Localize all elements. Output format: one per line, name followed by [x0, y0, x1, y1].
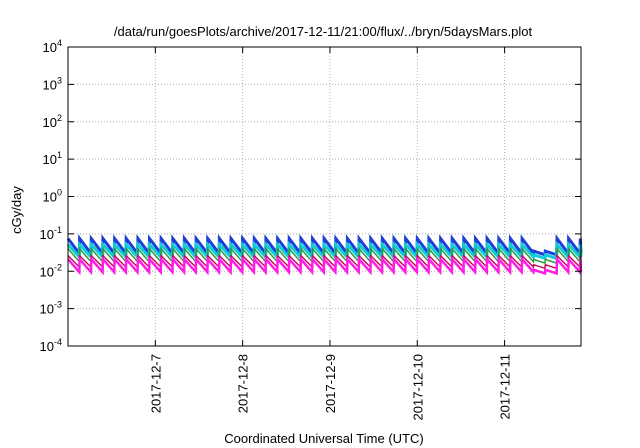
y-tick-label: 10-1: [40, 225, 62, 242]
chart-title: /data/run/goesPlots/archive/2017-12-11/2…: [114, 24, 533, 39]
x-tick-label: 2017-12-11: [498, 354, 513, 420]
y-tick-label: 101: [43, 150, 62, 167]
y-tick-label: 10-3: [40, 300, 62, 317]
plot-frame: [67, 46, 582, 347]
y-tick-label: 102: [43, 113, 62, 130]
y-tick-label: 10-4: [40, 337, 62, 354]
series-line: [67, 255, 583, 276]
series-line: [67, 253, 582, 270]
x-tick-label: 2017-12-7: [148, 354, 163, 413]
x-tick-label: 2017-12-8: [236, 354, 251, 413]
x-tick-label: 2017-12-9: [323, 354, 338, 413]
x-tick-label: 2017-12-10: [410, 354, 425, 421]
series-line: [66, 234, 583, 258]
x-axis-label: Coordinated Universal Time (UTC): [224, 431, 423, 446]
y-tick-label: 10-2: [40, 262, 62, 279]
y-axis: 10-4 10-3 10-2 10-1 100 101 102 103 104: [40, 38, 581, 354]
y-tick-label: 100: [43, 188, 62, 205]
y-tick-label: 103: [43, 75, 62, 92]
series-line: [66, 240, 583, 261]
grid: [68, 47, 581, 346]
x-axis: 2017-12-7 2017-12-8 2017-12-9 2017-12-10 201…: [148, 47, 513, 421]
series-line: [67, 246, 582, 265]
data-series: [66, 234, 583, 276]
y-tick-label: 104: [43, 38, 62, 55]
y-axis-label: cGy/day: [9, 186, 24, 234]
